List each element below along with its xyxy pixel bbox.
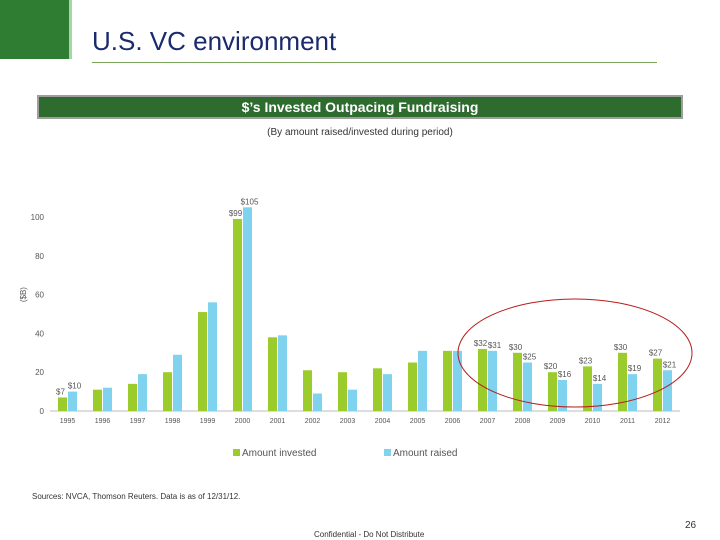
highlight-ellipse <box>457 298 693 408</box>
x-tick-label: 2010 <box>585 418 601 425</box>
x-tick-label: 2004 <box>375 418 391 425</box>
legend-swatch-raised <box>384 449 391 456</box>
bar-chart: 0 20 40 60 80 100 ($B) $7$10 1995 1996 1997 1998 199… <box>19 197 693 459</box>
bar-raised-1996 <box>103 387 112 411</box>
bar-invested-2006 <box>443 350 452 411</box>
data-label-raised-2010: $14 <box>593 374 607 383</box>
data-label-invested-1995: $7 <box>56 387 65 396</box>
data-label-invested-2010: $23 <box>579 356 593 365</box>
bar-raised-2001 <box>278 335 287 411</box>
bar-invested-2002 <box>303 370 312 411</box>
data-label-invested-2011: $30 <box>614 343 628 352</box>
bar-raised-2011 <box>628 374 637 411</box>
bar-raised-1997 <box>138 374 147 411</box>
brand-logo-block <box>0 0 69 59</box>
chart-subtitle: (By amount raised/invested during period… <box>267 127 453 138</box>
bar-invested-2004 <box>373 368 382 411</box>
page-number: 26 <box>685 520 697 531</box>
data-label-raised-2008: $25 <box>523 353 537 362</box>
x-tick-label: 2001 <box>270 418 286 425</box>
bar-invested-1998 <box>163 372 172 411</box>
x-tick-label: 2008 <box>515 418 531 425</box>
bar-raised-2010 <box>593 383 602 411</box>
x-tick-label: 2011 <box>620 418 635 425</box>
x-tick-label: 2009 <box>550 418 566 425</box>
bar-invested-1995 <box>58 397 67 411</box>
x-tick-label: 2006 <box>445 418 461 425</box>
bar-raised-2005 <box>418 350 427 411</box>
bar-raised-1999 <box>208 302 217 411</box>
bar-raised-2008 <box>523 362 532 411</box>
bar-raised-2004 <box>383 374 392 411</box>
bar-invested-2009 <box>548 372 557 411</box>
x-tick-label: 1995 <box>60 418 76 425</box>
data-label-invested-2007: $32 <box>474 339 488 348</box>
bar-invested-1996 <box>93 389 102 411</box>
data-label-raised-2000: $105 <box>241 197 259 206</box>
bar-invested-2003 <box>338 372 347 411</box>
brand-logo-strip <box>69 0 72 59</box>
x-tick-label: 1996 <box>95 418 111 425</box>
bar-invested-2008 <box>513 352 522 411</box>
data-label-raised-2011: $19 <box>628 364 642 373</box>
x-tick-label: 2007 <box>480 418 496 425</box>
y-tick-label: 80 <box>35 252 44 261</box>
data-label-invested-2009: $20 <box>544 362 558 371</box>
legend-label-raised: Amount raised <box>393 448 457 459</box>
bar-raised-2000 <box>243 207 252 411</box>
bar-invested-2011 <box>618 352 627 411</box>
data-label-invested-2008: $30 <box>509 343 523 352</box>
bar-raised-2002 <box>313 393 322 411</box>
bar-raised-2012 <box>663 370 672 411</box>
y-tick-label: 0 <box>40 407 45 416</box>
data-label-invested-2000: $99 <box>229 209 243 218</box>
legend-swatch-invested <box>233 449 240 456</box>
x-tick-label: 2012 <box>655 418 671 425</box>
bar-raised-2006 <box>453 350 462 411</box>
data-label-raised-2009: $16 <box>558 370 572 379</box>
bar-raised-2007 <box>488 350 497 411</box>
confidential-note: Confidential - Do Not Distribute <box>314 530 425 539</box>
y-tick-label: 100 <box>31 213 45 222</box>
x-tick-label: 2000 <box>235 418 251 425</box>
bar-raised-1998 <box>173 354 182 411</box>
legend-label-invested: Amount invested <box>242 448 317 459</box>
x-tick-label: 2002 <box>305 418 321 425</box>
x-tick-label: 1999 <box>200 418 216 425</box>
bar-invested-2005 <box>408 362 417 411</box>
bar-invested-2012 <box>653 358 662 411</box>
chart-title-banner: $’s Invested Outpacing Fundraising <box>37 95 683 119</box>
source-note: Sources: NVCA, Thomson Reuters. Data is … <box>32 492 241 501</box>
data-label-raised-2012: $21 <box>663 360 677 369</box>
bar-invested-2001 <box>268 337 277 411</box>
y-axis-label: ($B) <box>19 287 28 302</box>
bar-invested-2007 <box>478 348 487 411</box>
title-divider <box>92 62 657 63</box>
data-label-invested-2012: $27 <box>649 349 663 358</box>
bar-invested-1997 <box>128 383 137 411</box>
bar-invested-2010 <box>583 366 592 411</box>
slide-title: U.S. VC environment <box>92 26 337 56</box>
bar-invested-1999 <box>198 312 207 411</box>
bar-invested-2000 <box>233 218 242 411</box>
x-tick-label: 1997 <box>130 418 146 425</box>
x-tick-label: 1998 <box>165 418 181 425</box>
y-tick-label: 60 <box>35 291 44 300</box>
data-label-raised-2007: $31 <box>488 341 502 350</box>
bar-raised-2009 <box>558 379 567 411</box>
data-label-raised-1995: $10 <box>68 382 82 391</box>
x-tick-label: 2005 <box>410 418 426 425</box>
x-tick-label: 2003 <box>340 418 356 425</box>
bar-raised-1995 <box>68 391 77 411</box>
y-tick-label: 40 <box>35 329 44 338</box>
y-tick-label: 20 <box>35 368 44 377</box>
bar-raised-2003 <box>348 389 357 411</box>
